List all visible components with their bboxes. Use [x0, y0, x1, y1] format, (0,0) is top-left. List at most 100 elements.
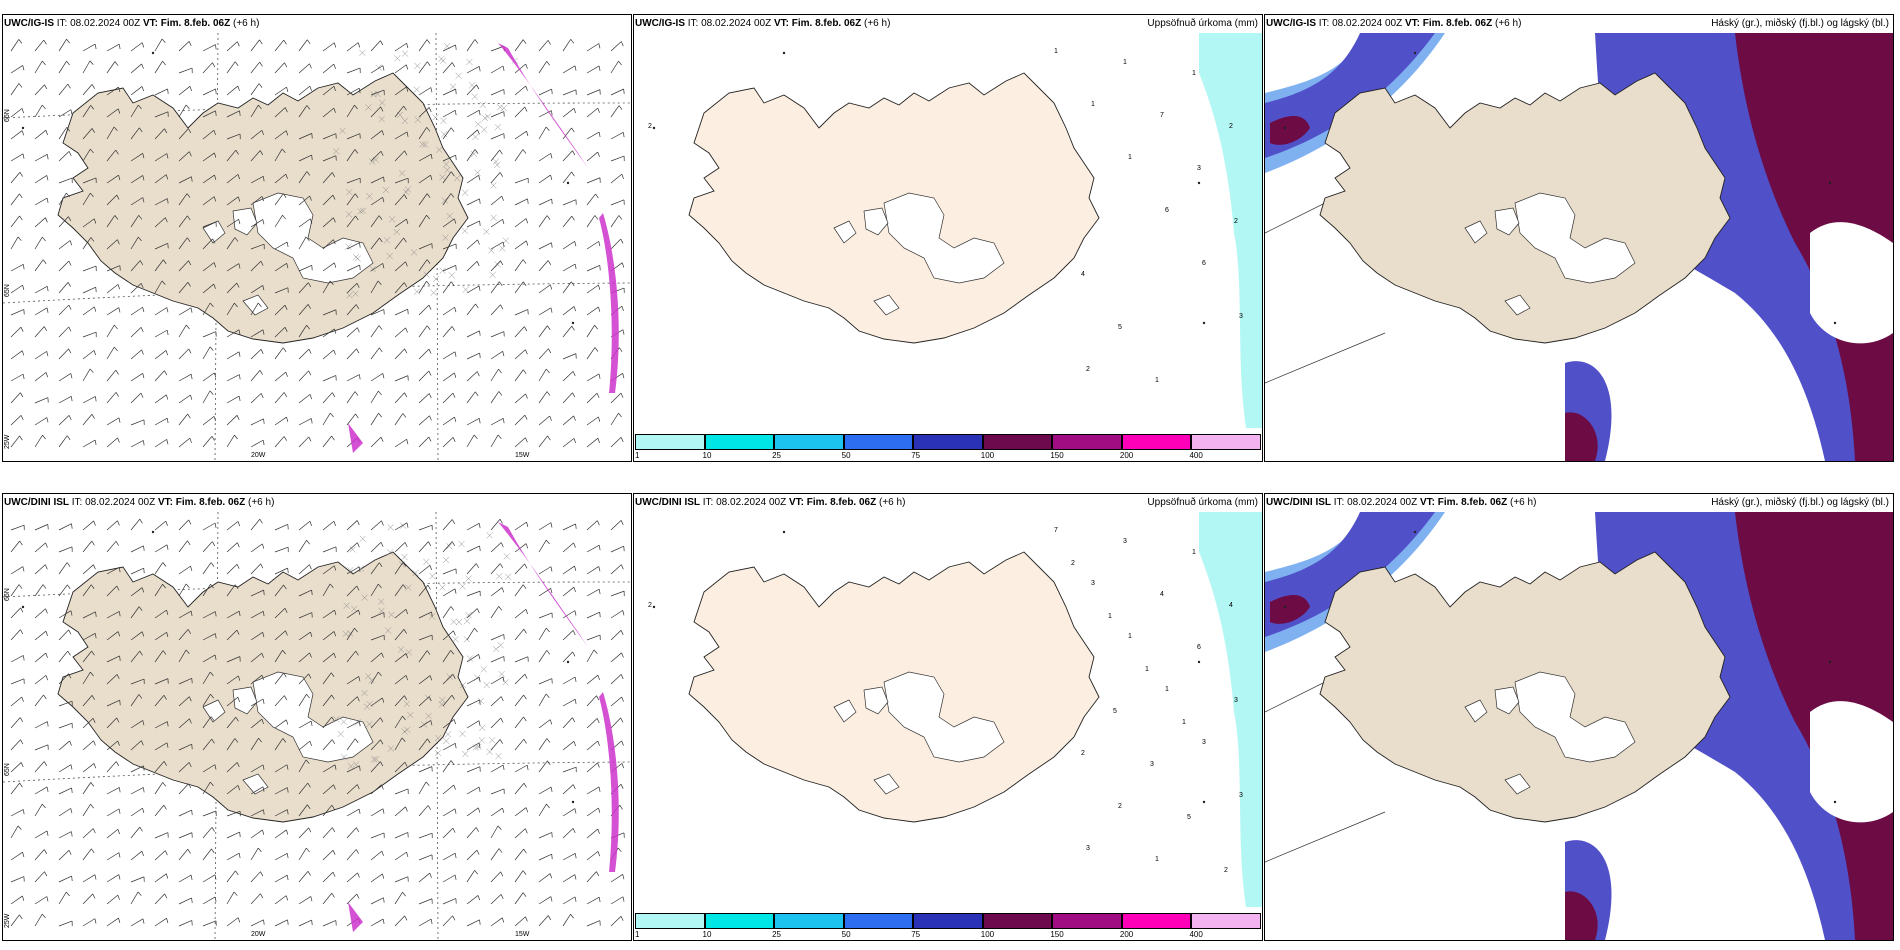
iceland-land: [1283, 530, 1837, 823]
colorbar-swatch: [635, 434, 705, 450]
panel-header: UWC/DINI ISL IT: 08.02.2024 00Z VT: Fim.…: [1266, 497, 1536, 508]
model-name: UWC/DINI ISL: [4, 497, 69, 508]
iceland-land: [21, 51, 575, 344]
colorbar-label: 150: [1050, 930, 1064, 939]
colorbar-swatch: [1191, 434, 1261, 450]
colorbar-swatch: [913, 434, 983, 450]
iceland-land: [1283, 51, 1837, 344]
colorbar-label: 10: [702, 930, 712, 939]
map-panel: UWC/DINI ISL IT: 08.02.2024 00Z VT: Fim.…: [2, 493, 632, 941]
precip-value: 1: [1155, 377, 1159, 384]
precip-streaks: [348, 522, 619, 932]
colorbar-swatch: [1121, 434, 1192, 450]
colorbar-swatch: [913, 913, 983, 929]
lead-time: (+6 h): [879, 497, 906, 508]
precip-value: 2: [1118, 803, 1122, 810]
precip-value: 2: [1234, 218, 1238, 225]
precip-value: 2: [1086, 366, 1090, 373]
precip-value: 1: [1091, 101, 1095, 108]
forecast-map: 66N 65N 25W 20W 15W: [3, 33, 631, 461]
colorbar-label: 100: [980, 930, 995, 939]
precip-value: 5: [1118, 324, 1122, 331]
precip-value: 2: [648, 602, 652, 609]
colorbar-swatch: [1052, 913, 1122, 929]
vt-value: Fim. 8.feb. 06Z: [1437, 497, 1510, 508]
colorbar-swatch: [1052, 434, 1122, 450]
precip-value: 1: [1192, 549, 1196, 556]
vt-value: Fim. 8.feb. 06Z: [175, 497, 248, 508]
colorbar-swatch: [774, 913, 844, 929]
model-name: UWC/DINI ISL: [1266, 497, 1331, 508]
panel-header: UWC/IG-IS IT: 08.02.2024 00Z VT: Fim. 8.…: [635, 18, 890, 29]
lat-label: 66N: [4, 588, 11, 601]
lon-label: 15W: [515, 931, 530, 938]
vt-label: VT:: [1419, 497, 1438, 508]
forecast-map: [1265, 33, 1893, 461]
colorbar-swatch: [774, 434, 844, 450]
precip-colorbar: 1 10 25 50 75 100 150 200 400: [635, 434, 1261, 460]
vt-label: VT:: [773, 18, 792, 29]
colorbar-label: 75: [911, 451, 921, 460]
forecast-map: 73113333463221143535221112: [648, 512, 1262, 907]
vt-value: Fim. 8.feb. 06Z: [1422, 18, 1495, 29]
colorbar-label: 150: [1050, 451, 1064, 460]
precip-value: 1: [1155, 856, 1159, 863]
precip-value: 2: [1071, 560, 1075, 567]
precip-value: 1: [1145, 666, 1149, 673]
lead-time: (+6 h): [1495, 18, 1522, 29]
lat-label: 65N: [4, 284, 11, 297]
precip-value: 2: [1081, 750, 1085, 757]
precip-value: 5: [1113, 708, 1117, 715]
panel-field-title: Háský (gr.), miðský (fj.bl.) og lágský (…: [1711, 18, 1889, 29]
precip-value: 2: [648, 123, 652, 130]
map-panel: UWC/DINI ISL IT: 08.02.2024 00Z VT: Fim.…: [633, 493, 1263, 941]
precip-value: 3: [1091, 580, 1095, 587]
lead-time: (+6 h): [248, 497, 275, 508]
precip-value: 1: [1128, 633, 1132, 640]
it-value: 08.02.2024 00Z: [70, 18, 143, 29]
precip-value: 1: [1192, 70, 1196, 77]
it-label: IT:: [56, 18, 71, 29]
colorbar-label: 10: [702, 451, 712, 460]
precip-hatch: [333, 522, 512, 770]
lat-label: 66N: [4, 109, 11, 122]
precip-value: 1: [1182, 719, 1186, 726]
precip-value: 6: [1197, 644, 1201, 651]
precip-values: 1 1 1 6 6 3 2 1 7 3 2 4 5 1 1 2: [1054, 48, 1243, 384]
precip-value: 3: [1239, 792, 1243, 799]
it-label: IT:: [687, 18, 702, 29]
precip-value: 1: [1054, 48, 1058, 55]
vt-label: VT:: [157, 497, 176, 508]
precip-value: 4: [1229, 602, 1233, 609]
colorbar-swatch: [635, 913, 705, 929]
colorbar-label: 400: [1189, 930, 1203, 939]
it-value: 08.02.2024 00Z: [716, 497, 789, 508]
iceland-land: [21, 530, 575, 823]
colorbar-label: 25: [772, 451, 782, 460]
precip-value: 1: [1123, 59, 1127, 66]
panel-field-title: Uppsöfnuð úrkoma (mm): [1147, 18, 1258, 29]
model-name: UWC/DINI ISL: [635, 497, 700, 508]
colorbar-label: 75: [911, 930, 921, 939]
precip-value: 7: [1160, 112, 1164, 119]
precip-value: 3: [1202, 739, 1206, 746]
vt-label: VT:: [1404, 18, 1423, 29]
colorbar-swatch: [704, 913, 775, 929]
colorbar-label: 1: [635, 930, 640, 939]
iceland-land: [652, 51, 1206, 344]
lon-label: 20W: [251, 931, 266, 938]
precip-value: 2: [1229, 123, 1233, 130]
forecast-map: 1 1 1 6 6 3 2 1 7 3 2 4 5 1 1 2 2: [648, 33, 1262, 428]
vt-label: VT:: [142, 18, 161, 29]
it-value: 08.02.2024 00Z: [1347, 497, 1420, 508]
map-panel: UWC/IG-IS IT: 08.02.2024 00Z VT: Fim. 8.…: [2, 14, 632, 462]
model-name: UWC/IG-IS: [635, 18, 685, 29]
colorbar-label: 50: [841, 930, 851, 939]
panel-header: UWC/DINI ISL IT: 08.02.2024 00Z VT: Fim.…: [4, 497, 274, 508]
map-panel: UWC/DINI ISL IT: 08.02.2024 00Z VT: Fim.…: [1264, 493, 1894, 941]
model-name: UWC/IG-IS: [1266, 18, 1316, 29]
colorbar-label: 400: [1189, 451, 1203, 460]
precip-value: 4: [1160, 591, 1164, 598]
colorbar-label: 50: [841, 451, 851, 460]
colorbar-swatch: [1121, 913, 1192, 929]
